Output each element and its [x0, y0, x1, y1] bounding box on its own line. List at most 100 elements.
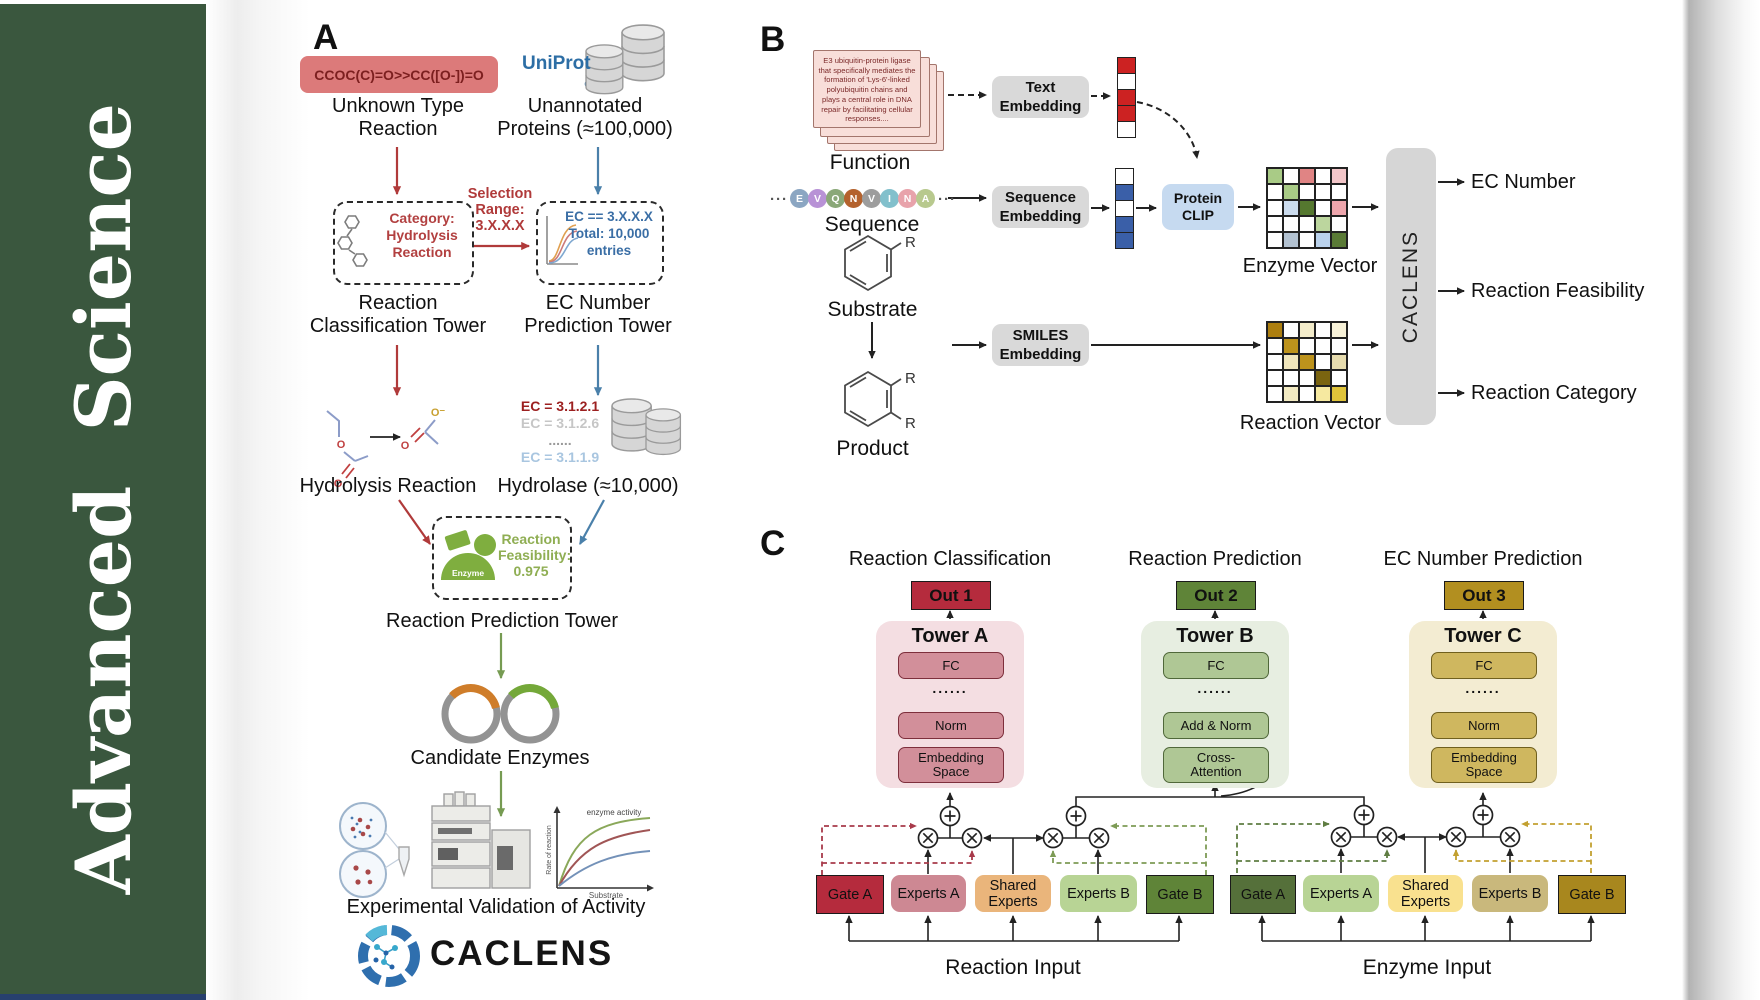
vector-cell — [1118, 105, 1135, 121]
output-reaction-feasibility: Reaction Feasibility — [1471, 280, 1645, 302]
grid-cell — [1315, 232, 1331, 248]
vector-cell — [1116, 232, 1133, 248]
ec-candidate-line: EC = 3.1.1.9 — [520, 449, 600, 465]
experimental-validation-label: Experimental Validation of Activity — [346, 896, 646, 918]
substrate-molecule: R — [844, 234, 916, 292]
grid-cell — [1315, 216, 1331, 232]
ec-candidate-line: EC = 3.1.2.1 — [520, 398, 600, 414]
grid-cell — [1331, 386, 1347, 402]
grid-cell — [1315, 354, 1331, 370]
svg-text:O: O — [334, 478, 343, 490]
grid-cell — [1267, 232, 1283, 248]
panel-a-flow-arrows — [370, 147, 605, 818]
function-card-line: plays a central role in DNA — [822, 94, 912, 104]
residue-circle: V — [808, 189, 827, 208]
grid-cell — [1315, 200, 1331, 216]
smiles-string: CCOC(C)=O>>CC([O-])=O — [314, 66, 484, 83]
grid-cell — [1315, 184, 1331, 200]
function-card-line: polyubiquitin chains and — [826, 85, 908, 95]
plasmid-icons — [441, 684, 560, 744]
sequence-embedding-vector — [1115, 168, 1134, 249]
hydrolysis-molecules: O O O⁻ O — [326, 407, 445, 490]
reaction-molecule-icon — [337, 215, 368, 267]
panel-b-label: B — [760, 20, 786, 59]
category-hydrolysis-label: Category: Hydrolysis Reaction — [386, 210, 458, 260]
caclens-model-bar: CACLENS — [1386, 148, 1436, 425]
graph-annotation: enzyme activity — [587, 808, 642, 817]
enzyme-gate-a: Gate A — [1230, 875, 1296, 914]
grid-cell — [1283, 184, 1299, 200]
residue-circle: V — [862, 189, 881, 208]
grid-cell — [1267, 184, 1283, 200]
product-r2-label: R — [905, 415, 916, 432]
function-card-line: E3 ubiquitin-protein ligase — [823, 56, 911, 65]
reaction-gate-b: Gate B — [1146, 875, 1214, 914]
grid-cell — [1267, 338, 1283, 354]
grid-cell — [1331, 354, 1347, 370]
output-reaction-category: Reaction Category — [1471, 382, 1637, 404]
function-card: E3 ubiquitin-protein ligase that specific… — [813, 50, 921, 128]
grid-cell — [1283, 338, 1299, 354]
reaction-classification-output-box — [333, 201, 474, 285]
sequence-ellipsis-left: ··· — [770, 191, 788, 208]
grid-cell — [1299, 184, 1315, 200]
grid-cell — [1299, 354, 1315, 370]
ec-candidate-line: EC = 3.1.2.6 — [520, 415, 600, 431]
enzyme-vector-grid — [1266, 167, 1348, 249]
vector-cell — [1116, 216, 1133, 232]
tower-b-add-norm: Add & Norm — [1163, 712, 1269, 739]
grid-cell — [1331, 370, 1347, 386]
reaction-experts-b: Experts B — [1060, 875, 1137, 912]
grid-cell — [1283, 386, 1299, 402]
residue-circle: A — [916, 189, 935, 208]
vector-cell — [1116, 200, 1133, 216]
page-gutter-shadow — [206, 0, 310, 1000]
tower-b-fc: FC — [1163, 652, 1269, 679]
reaction-input-label: Reaction Input — [945, 956, 1081, 979]
out-3-box: Out 3 — [1444, 581, 1524, 610]
moe-operator-symbols — [917, 804, 1521, 849]
vector-cell — [1118, 58, 1135, 73]
graph-ylabel: Rate of reaction — [546, 825, 553, 875]
function-card-line: that specifically mediates the — [818, 65, 916, 75]
tower-c-fc: FC — [1431, 652, 1537, 679]
hydrolysis-reaction-label: Hydrolysis Reaction — [299, 475, 477, 497]
tower-a-title: Tower A — [911, 625, 989, 647]
grid-cell — [1267, 168, 1283, 184]
grid-cell — [1299, 200, 1315, 216]
tower-a-dots: ...... — [932, 680, 968, 696]
journal-spine: Advanced Science — [0, 4, 206, 994]
grid-cell — [1315, 322, 1331, 338]
grid-cell — [1267, 322, 1283, 338]
function-card-line: responses.... — [845, 114, 889, 124]
grid-cell — [1267, 216, 1283, 232]
grid-cell — [1267, 354, 1283, 370]
tower-a: Tower A FC ...... Norm Embedding Space — [876, 621, 1024, 788]
tower-c: Tower C FC ...... Norm Embedding Space — [1409, 621, 1557, 788]
substrate-label: Substrate — [827, 298, 918, 321]
unannotated-proteins-label: Unannotated Proteins (≈100,000) — [497, 95, 673, 140]
grid-cell — [1283, 370, 1299, 386]
tower-a-fc: FC — [898, 652, 1004, 679]
enzyme-experts-b: Experts B — [1472, 875, 1548, 912]
substrate-r-label: R — [905, 234, 916, 251]
protein-database-icon — [585, 24, 665, 95]
panel-b-flow-arrows — [868, 91, 1465, 397]
out-2-box: Out 2 — [1176, 581, 1256, 610]
reaction-gate-a: Gate A — [816, 875, 884, 914]
panel-c-label: C — [760, 524, 786, 563]
grid-cell — [1267, 386, 1283, 402]
reaction-feasibility-value: Reaction Feasibility: 0.975 — [498, 531, 572, 579]
sequence-embedding-box: Sequence Embedding — [992, 186, 1089, 228]
vector-cell — [1116, 169, 1133, 184]
grid-cell — [1315, 370, 1331, 386]
product-label: Product — [836, 437, 909, 460]
grid-cell — [1267, 370, 1283, 386]
grid-cell — [1331, 338, 1347, 354]
reaction-classification-tower-label: Reaction Classification Tower — [309, 292, 487, 337]
heading-ec-number-prediction: EC Number Prediction — [1383, 548, 1583, 570]
vector-cell — [1118, 73, 1135, 89]
caclens-logo-icon — [358, 925, 420, 987]
